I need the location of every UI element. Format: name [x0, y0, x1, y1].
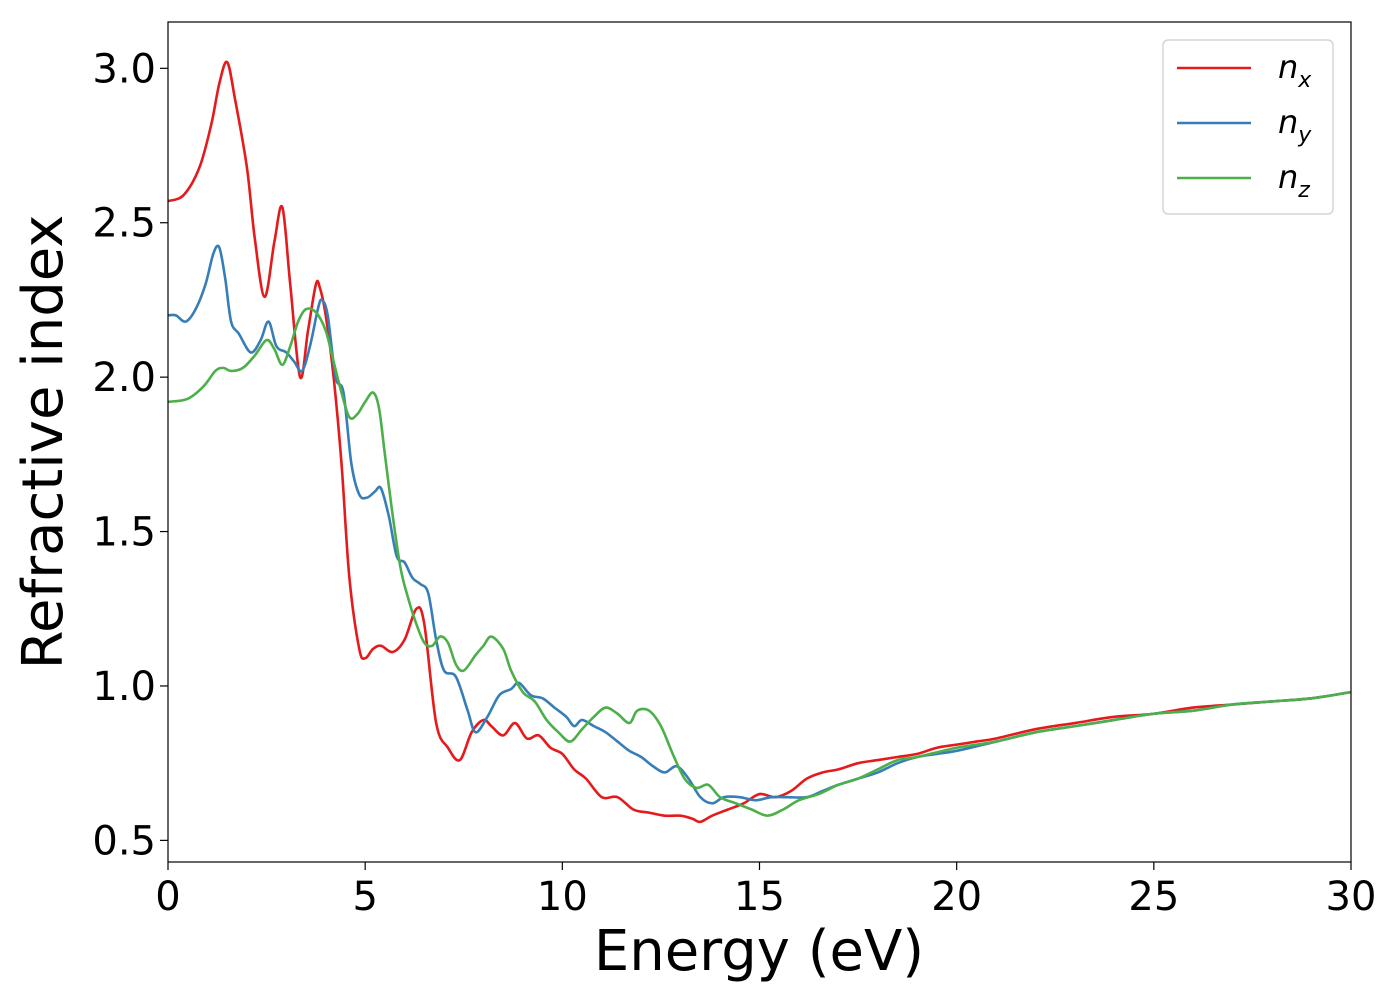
y-tick-label: 1.5 [92, 510, 156, 556]
series-layer [167, 60, 1352, 824]
x-axis: 0 5 10 15 20 25 30 [155, 862, 1376, 920]
y-axis: 0.5 1.0 1.5 2.0 2.5 3.0 [92, 46, 168, 864]
x-tick-label: 30 [1326, 874, 1377, 920]
x-tick-label: 20 [931, 874, 982, 920]
x-tick-label: 0 [155, 874, 180, 920]
y-tick-label: 3.0 [92, 46, 156, 92]
x-tick-label: 5 [352, 874, 377, 920]
x-tick-label: 15 [734, 874, 785, 920]
series-line-x [167, 60, 1352, 824]
legend-box [1162, 39, 1334, 215]
legend-label-z: nz [1278, 158, 1310, 203]
legend-label-y: ny [1278, 103, 1312, 148]
x-axis-title: Energy (eV) [594, 919, 924, 984]
legend-label-x: nx [1278, 48, 1312, 93]
series-line-y [167, 244, 1352, 805]
y-tick-label: 0.5 [92, 818, 156, 864]
x-tick-label: 25 [1128, 874, 1179, 920]
legend: nx ny nz [1162, 39, 1334, 215]
series-line-z [167, 307, 1352, 817]
y-axis-title: Refractive index [11, 215, 76, 670]
plot-area [168, 22, 1351, 862]
x-tick-label: 10 [537, 874, 588, 920]
y-tick-label: 1.0 [92, 664, 156, 710]
y-tick-label: 2.5 [92, 201, 156, 247]
y-tick-label: 2.0 [92, 355, 156, 401]
